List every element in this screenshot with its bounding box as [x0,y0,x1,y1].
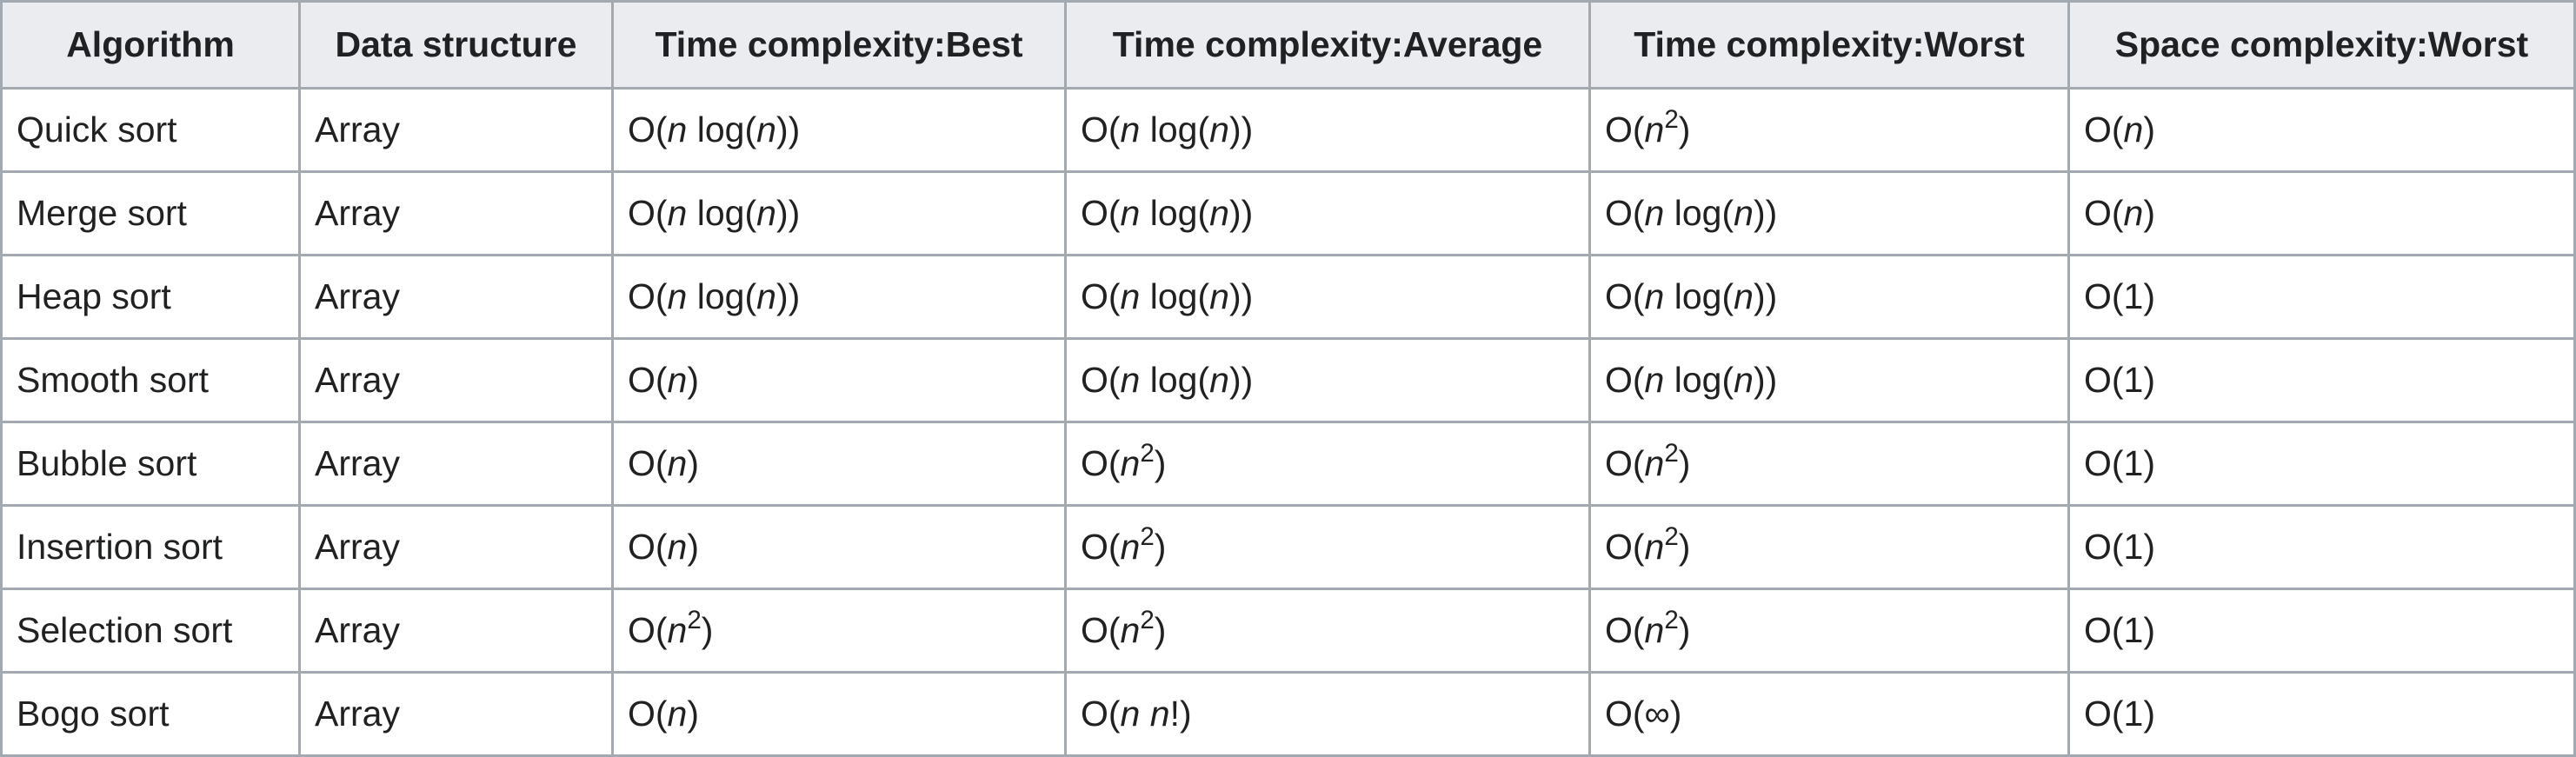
space-worst-cell: O(1) [2067,337,2576,423]
time-average-cell: O(n2) [1064,421,1591,507]
header-space-worst[interactable]: Space complexity:Worst [2067,0,2576,90]
table-row: Bogo sort Array O(n) O(n n!) O(∞) O(1) [0,671,2576,757]
algorithm-cell: Selection sort [0,588,301,674]
data-structure-cell: Array [298,504,614,590]
data-structure-cell: Array [298,337,614,423]
space-worst-cell: O(1) [2067,254,2576,340]
time-worst-cell: O(n log(n)) [1588,254,2070,340]
time-best-cell: O(n) [611,337,1067,423]
space-worst-cell: O(1) [2067,504,2576,590]
data-structure-cell: Array [298,254,614,340]
data-structure-cell: Array [298,421,614,507]
table-row: Insertion sort Array O(n) O(n2) O(n2) O(1) [0,504,2576,590]
algorithm-cell: Merge sort [0,170,301,256]
time-worst-cell: O(n log(n)) [1588,337,2070,423]
space-worst-cell: O(1) [2067,671,2576,757]
time-worst-cell: O(n2) [1588,504,2070,590]
header-time-average[interactable]: Time complexity:Average [1064,0,1591,90]
table-row: Smooth sort Array O(n) O(n log(n)) O(n log(n… [0,337,2576,423]
data-structure-cell: Array [298,170,614,256]
header-data-structure[interactable]: Data structure [298,0,614,90]
time-average-cell: O(n log(n)) [1064,254,1591,340]
data-structure-cell: Array [298,87,614,173]
time-worst-cell: O(n2) [1588,421,2070,507]
table-row: Heap sort Array O(n log(n)) O(n log(n)) O(n … [0,254,2576,340]
table-row: Selection sort Array O(n2) O(n2) O(n2) O(1) [0,588,2576,674]
table-header-row: Algorithm Data structure Time complexity… [0,0,2576,90]
time-best-cell: O(n log(n)) [611,87,1067,173]
time-best-cell: O(n log(n)) [611,254,1067,340]
time-best-cell: O(n log(n)) [611,170,1067,256]
space-worst-cell: O(1) [2067,588,2576,674]
algorithm-cell: Bubble sort [0,421,301,507]
time-worst-cell: O(n2) [1588,87,2070,173]
space-worst-cell: O(n) [2067,87,2576,173]
time-average-cell: O(n n!) [1064,671,1591,757]
time-worst-cell: O(n log(n)) [1588,170,2070,256]
algorithm-cell: Quick sort [0,87,301,173]
time-average-cell: O(n2) [1064,504,1591,590]
space-worst-cell: O(n) [2067,170,2576,256]
time-best-cell: O(n) [611,671,1067,757]
table-row: Quick sort Array O(n log(n)) O(n log(n)) O(n… [0,87,2576,173]
time-worst-cell: O(n2) [1588,588,2070,674]
algorithm-cell: Insertion sort [0,504,301,590]
table-body: Quick sort Array O(n log(n)) O(n log(n)) O(n… [0,87,2576,757]
time-worst-cell: O(∞) [1588,671,2070,757]
data-structure-cell: Array [298,671,614,757]
data-structure-cell: Array [298,588,614,674]
header-time-worst[interactable]: Time complexity:Worst [1588,0,2070,90]
algorithm-cell: Smooth sort [0,337,301,423]
time-average-cell: O(n2) [1064,588,1591,674]
table-row: Bubble sort Array O(n) O(n2) O(n2) O(1) [0,421,2576,507]
time-best-cell: O(n2) [611,588,1067,674]
time-best-cell: O(n) [611,504,1067,590]
algorithm-cell: Heap sort [0,254,301,340]
time-average-cell: O(n log(n)) [1064,337,1591,423]
algorithm-cell: Bogo sort [0,671,301,757]
header-time-best[interactable]: Time complexity:Best [611,0,1067,90]
time-average-cell: O(n log(n)) [1064,87,1591,173]
time-average-cell: O(n log(n)) [1064,170,1591,256]
table-row: Merge sort Array O(n log(n)) O(n log(n)) O(n… [0,170,2576,256]
time-best-cell: O(n) [611,421,1067,507]
header-algorithm[interactable]: Algorithm [0,0,301,90]
space-worst-cell: O(1) [2067,421,2576,507]
